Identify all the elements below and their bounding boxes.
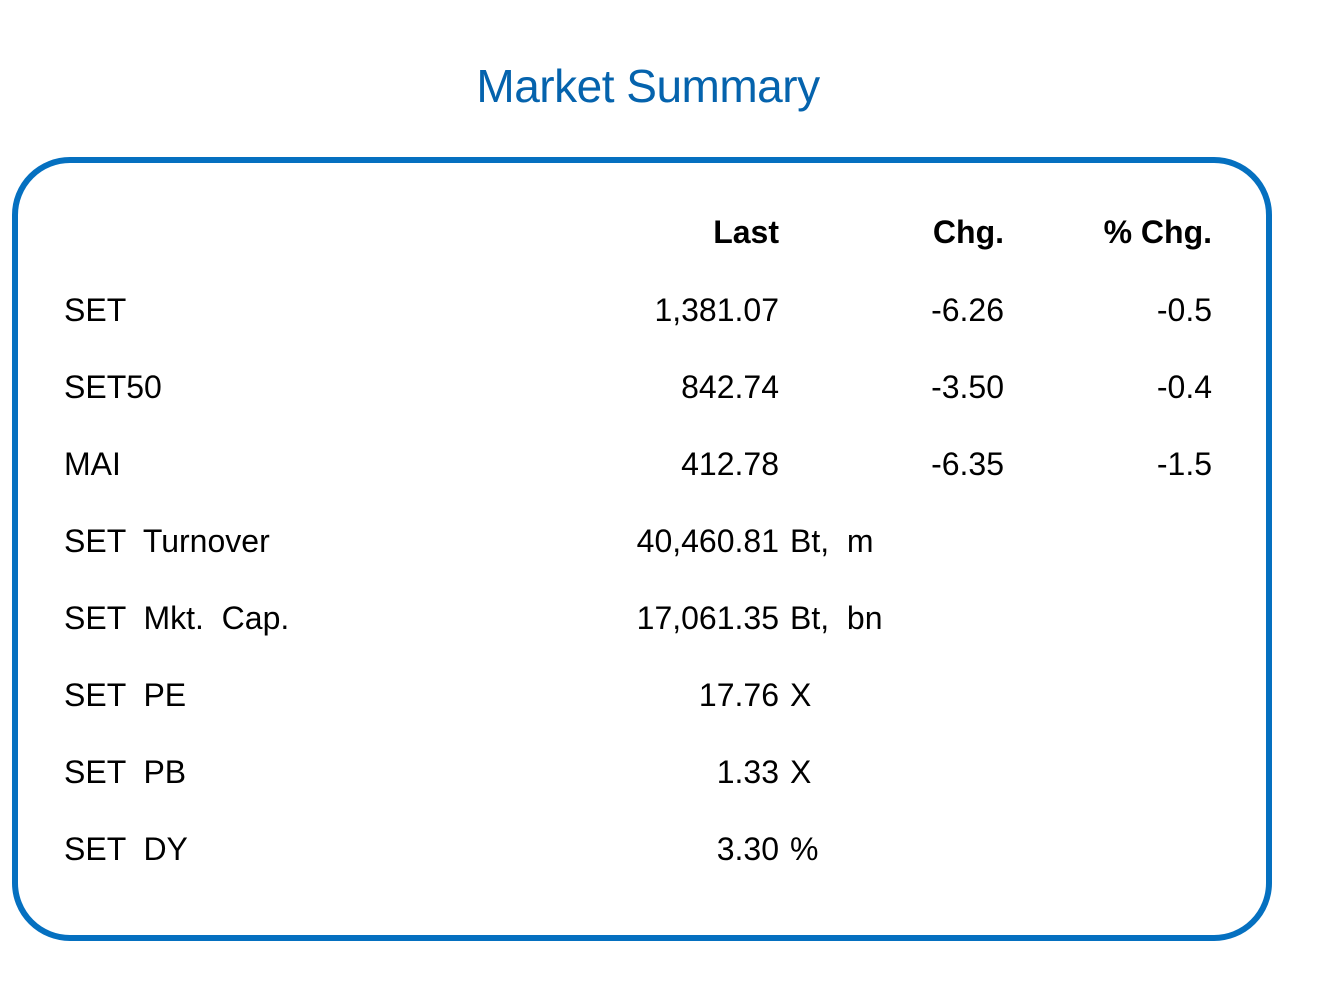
row-last: 1.33: [716, 754, 779, 790]
row-unit: Bt, m: [790, 523, 874, 559]
row-label: SET DY: [64, 831, 188, 867]
header-pct-chg: % Chg.: [1103, 214, 1212, 250]
row-unit: X: [790, 677, 812, 713]
row-pct-chg: -0.5: [1156, 292, 1212, 328]
row-last: 17.76: [698, 677, 779, 713]
row-pct-chg: -0.4: [1156, 369, 1212, 405]
row-chg: -3.50: [931, 369, 1004, 405]
row-last: 842.74: [681, 369, 779, 405]
row-unit: Bt, bn: [790, 600, 883, 636]
row-unit: X: [790, 754, 812, 790]
row-chg: -6.35: [931, 446, 1004, 482]
row-label: SET: [64, 292, 127, 328]
row-label: SET PE: [64, 677, 187, 713]
row-label: SET50: [64, 369, 162, 405]
row-label: SET Mkt. Cap.: [64, 600, 290, 636]
row-pct-chg: -1.5: [1156, 446, 1212, 482]
row-last: 412.78: [681, 446, 779, 482]
row-last: 17,061.35: [636, 600, 779, 636]
row-last: 1,381.07: [654, 292, 779, 328]
header-last: Last: [713, 214, 779, 250]
row-last: 40,460.81: [636, 523, 779, 559]
summary-panel: [12, 157, 1272, 941]
row-chg: -6.26: [931, 292, 1004, 328]
row-label: SET PB: [64, 754, 187, 790]
row-unit: %: [790, 831, 819, 867]
page-title: Market Summary: [476, 60, 820, 112]
header-chg: Chg.: [932, 214, 1004, 250]
row-label: SET Turnover: [64, 523, 270, 559]
row-last: 3.30: [716, 831, 779, 867]
row-label: MAI: [64, 446, 121, 482]
